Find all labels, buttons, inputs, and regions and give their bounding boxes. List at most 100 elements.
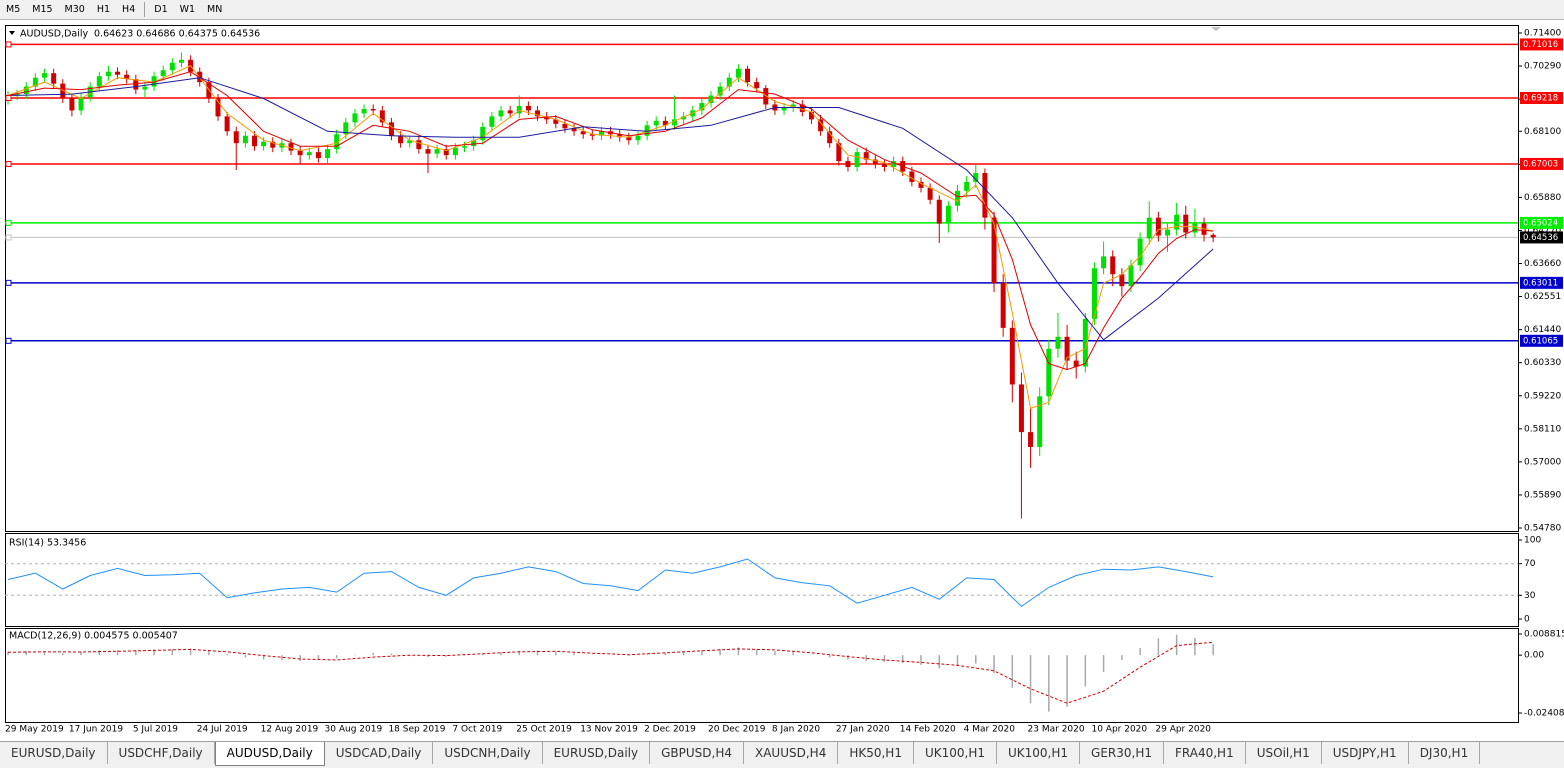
chart-tab[interactable]: USDJPY,H1 (1322, 742, 1409, 764)
candle-body (60, 83, 66, 99)
candle-body (379, 110, 385, 123)
candle-body (32, 77, 38, 87)
candle-body (1155, 217, 1161, 236)
timeframe-button[interactable]: H4 (122, 4, 136, 15)
candle-body (498, 110, 504, 117)
level-label-box (1520, 334, 1563, 347)
candle-body (224, 116, 230, 132)
candle-body (124, 74, 130, 80)
candle-body (973, 172, 979, 182)
candle-body (388, 122, 394, 136)
chart-tab[interactable]: USDCNH,Daily (433, 742, 543, 764)
timeframe-button[interactable]: M15 (32, 4, 53, 15)
chart-tab[interactable]: GER30,H1 (1080, 742, 1164, 764)
timeframe-button[interactable]: H1 (96, 4, 111, 15)
level-label: 0.63011 (1523, 278, 1558, 288)
panel-title: MACD(12,26,9) 0.004575 0.005407 (9, 631, 178, 642)
candle-body (507, 110, 513, 114)
collapse-arrow[interactable] (9, 31, 15, 35)
chart-tab[interactable]: FRA40,H1 (1164, 742, 1246, 764)
candle-body (726, 77, 732, 87)
timeframe-button[interactable]: D1 (154, 4, 168, 15)
x-tick-label: 20 Dec 2019 (708, 725, 766, 735)
level-label-box (1520, 276, 1563, 289)
candle-body (1037, 396, 1043, 447)
candle-body (863, 152, 869, 160)
timeframe-button[interactable]: W1 (179, 4, 196, 15)
chart-tab[interactable]: AUDUSD,Daily (214, 742, 325, 766)
candle-body (553, 119, 559, 124)
y-tick-label: 0.59220 (1524, 391, 1561, 401)
candle-body (535, 110, 541, 117)
chart-tab[interactable]: EURUSD,Daily (0, 742, 108, 764)
candle-body (151, 76, 157, 87)
candle-body (735, 68, 741, 78)
candle-body (763, 88, 769, 105)
candle-body (544, 116, 550, 120)
candle-body (434, 149, 440, 154)
level-label-box (1520, 231, 1563, 244)
candle-body (845, 161, 851, 168)
y-tick-label: 0.61440 (1524, 325, 1561, 335)
x-tick-label: 10 Apr 2020 (1091, 725, 1147, 735)
indicator-line (7, 71, 1214, 371)
chart-tab[interactable]: USDCHF,Daily (108, 742, 215, 764)
chart-tab[interactable]: EURUSD,Daily (543, 742, 651, 764)
candle-body (1119, 274, 1125, 287)
candle-body (270, 141, 276, 148)
candle-body (617, 134, 623, 138)
x-tick-label: 2 Dec 2019 (644, 725, 696, 735)
y-tick-label: 0.71400 (1524, 29, 1561, 39)
candle-body (945, 205, 951, 224)
candle-body (1009, 327, 1015, 385)
timeframe-button[interactable]: M30 (64, 4, 85, 15)
timeframe-button[interactable]: MN (207, 4, 223, 15)
candle-body (51, 73, 57, 84)
candle-body (927, 187, 933, 200)
candle-body (1210, 234, 1216, 238)
candle-body (1137, 238, 1143, 266)
x-tick-label: 17 Jun 2019 (69, 725, 123, 735)
candle-body (462, 146, 467, 148)
x-tick-label: 24 Jul 2019 (197, 725, 248, 735)
candle-body (1128, 265, 1134, 287)
candle-body (471, 140, 477, 147)
indicator-line (7, 65, 1214, 409)
level-anchor (5, 234, 12, 241)
candle-body (827, 131, 833, 144)
candle-body (1192, 223, 1198, 233)
level-label: 0.67003 (1523, 159, 1558, 169)
candle-body (352, 113, 358, 123)
candle-body (562, 123, 568, 129)
candle-body (78, 97, 84, 111)
x-tick-label: 25 Oct 2019 (516, 725, 572, 735)
candle-body (233, 131, 239, 144)
separator (144, 2, 146, 17)
candle-body (717, 86, 723, 96)
chart-tab[interactable]: UK100,H1 (914, 742, 997, 764)
candle-body (854, 152, 860, 168)
x-tick-label: 30 Aug 2019 (325, 725, 383, 735)
chart-window: AUDUSD,Daily 0.64623 0.64686 0.64375 0.64… (5, 25, 1564, 735)
timeframe-toolbar: M5 M15 M30 H1 H4 D1 W1 MN (0, 0, 1564, 20)
candle-body (754, 82, 760, 89)
candle-body (489, 116, 495, 127)
chart-tab[interactable]: DJ30,H1 (1409, 742, 1481, 764)
candle-body (452, 147, 458, 156)
candle-body (1101, 256, 1107, 269)
chart-tab[interactable]: USOil,H1 (1246, 742, 1322, 764)
candle-body (881, 164, 887, 168)
level-anchor (5, 41, 12, 48)
chart-tab[interactable]: GBPUSD,H4 (650, 742, 744, 764)
chart-tab[interactable]: USDCAD,Daily (325, 742, 434, 764)
timeframe-button[interactable]: M5 (6, 4, 21, 15)
y-tick-label: -0.024082 (1524, 709, 1564, 719)
candle-body (982, 172, 988, 218)
y-tick-label: 100 (1524, 536, 1541, 546)
chart-tab[interactable]: HK50,H1 (838, 742, 914, 764)
candle-body (1183, 214, 1189, 233)
chart-tab[interactable]: UK100,H1 (997, 742, 1081, 764)
candle-body (69, 98, 75, 111)
chart-tab[interactable]: XAUUSD,H4 (744, 742, 839, 764)
candle-body (96, 76, 102, 87)
